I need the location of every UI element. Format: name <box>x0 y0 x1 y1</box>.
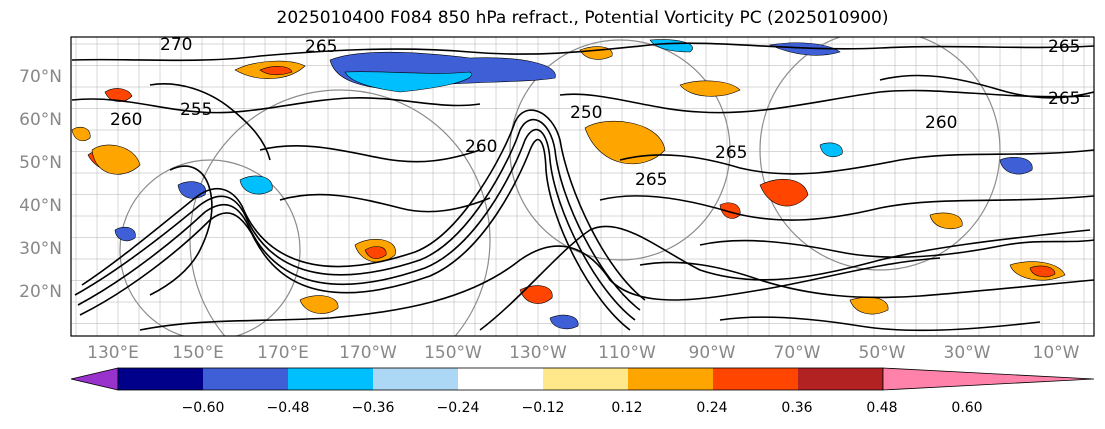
shaded-region <box>91 144 141 175</box>
contour-label: 260 <box>465 137 497 157</box>
shaded-region <box>344 71 472 93</box>
colorbar-tick: 0.36 <box>781 400 813 416</box>
contour-label: 265 <box>1048 89 1080 109</box>
map-frame <box>71 37 1094 336</box>
colorbar-swatch <box>543 368 628 390</box>
contour-line <box>879 74 1094 99</box>
colorbar-tick: −0.48 <box>266 400 310 416</box>
contour-label: 260 <box>110 110 142 130</box>
shaded-region <box>819 142 843 157</box>
shaded-region <box>1029 265 1056 278</box>
colorbar <box>70 367 1095 391</box>
colorbar-tick: −0.24 <box>436 400 480 416</box>
shaded-region <box>679 80 741 97</box>
grid-arc <box>119 159 301 336</box>
shaded-regions <box>71 39 1066 330</box>
contour-line <box>81 109 646 301</box>
colorbar-tick: 0.24 <box>696 400 728 416</box>
shaded-region <box>114 226 136 242</box>
colorbar-swatch <box>373 368 458 390</box>
contour-line <box>719 316 1041 332</box>
lon-label-10w: 10°W <box>1032 343 1080 363</box>
contour-label: 265 <box>305 37 337 57</box>
shaded-region <box>999 157 1033 175</box>
colorbar-swatch <box>203 368 288 390</box>
colorbar-tick: 0.60 <box>951 400 983 416</box>
contour-line <box>699 239 1094 258</box>
shaded-region <box>259 66 293 76</box>
lon-label-170w: 170°W <box>339 343 397 363</box>
contour-line <box>139 245 941 331</box>
contour-line <box>74 118 641 311</box>
contour-label: 250 <box>570 103 602 123</box>
contour-label: 265 <box>1048 37 1080 57</box>
contour-line <box>619 149 1094 175</box>
colorbar-tick: −0.12 <box>521 400 565 416</box>
lat-label-70n: 70°N <box>19 67 62 87</box>
shaded-region <box>929 212 963 229</box>
contour-line <box>279 193 491 213</box>
colorbar-swatch <box>798 368 883 390</box>
shaded-region <box>768 42 841 56</box>
grid-arc <box>509 39 731 261</box>
lon-label-130e: 130°E <box>87 343 139 363</box>
colorbar-swatch <box>713 368 798 390</box>
grid-arc <box>189 89 491 336</box>
lon-label-50w: 50°W <box>858 343 906 363</box>
lon-label-130w: 130°W <box>509 343 567 363</box>
lat-label-20n: 20°N <box>19 282 62 302</box>
lon-label-70w: 70°W <box>773 343 821 363</box>
lon-label-30w: 30°W <box>943 343 991 363</box>
shaded-region <box>364 246 387 259</box>
contour-label: 260 <box>925 113 957 133</box>
contour-line <box>259 145 481 163</box>
contour-label: 255 <box>180 100 212 120</box>
lon-label-110w: 110°W <box>598 343 656 363</box>
colorbar-tick: 0.12 <box>611 400 643 416</box>
contour-line <box>149 83 271 161</box>
contour-lines <box>71 42 1094 332</box>
colorbar-tick: −0.60 <box>181 400 225 416</box>
shaded-region <box>584 120 666 165</box>
map-title: 2025010400 F084 850 hPa refract., Potent… <box>276 8 889 28</box>
contour-line <box>639 261 1094 299</box>
shaded-region <box>549 314 579 330</box>
colorbar-extend-low <box>70 367 119 391</box>
colorbar-extend-high <box>882 367 1095 391</box>
shaded-region <box>239 175 273 195</box>
contour-line <box>71 42 1094 62</box>
contour-line <box>479 225 1091 331</box>
contour-line <box>71 97 481 114</box>
contour-line <box>77 128 636 321</box>
shaded-region <box>71 126 91 142</box>
shaded-region <box>299 295 339 314</box>
contour-label: 265 <box>635 170 667 190</box>
lat-label-30n: 30°N <box>19 239 62 259</box>
shaded-region <box>759 179 809 207</box>
colorbar-swatch <box>118 368 203 390</box>
lat-label-50n: 50°N <box>19 153 62 173</box>
contour-line <box>149 165 213 296</box>
lon-label-90w: 90°W <box>688 343 736 363</box>
contour-line <box>599 195 1094 221</box>
lon-label-150w: 150°W <box>424 343 482 363</box>
contour-label: 270 <box>160 35 192 55</box>
contour-labels: 270 265 255 260 250 260 265 265 260 265 265 <box>110 35 1080 190</box>
colorbar-tick: 0.48 <box>866 400 898 416</box>
contour-line <box>559 89 1091 114</box>
colorbar-swatch <box>458 368 543 390</box>
lon-label-170e: 170°E <box>257 343 309 363</box>
colorbar-swatch <box>288 368 373 390</box>
grid-arc <box>759 37 1001 271</box>
colorbar-tick: −0.36 <box>351 400 395 416</box>
contour-label: 265 <box>715 143 747 163</box>
lon-label-150e: 150°E <box>172 343 224 363</box>
shaded-region <box>177 181 207 199</box>
shaded-region <box>519 285 553 304</box>
lat-label-40n: 40°N <box>19 196 62 216</box>
lat-label-60n: 60°N <box>19 110 62 130</box>
colorbar-swatch <box>628 368 713 390</box>
